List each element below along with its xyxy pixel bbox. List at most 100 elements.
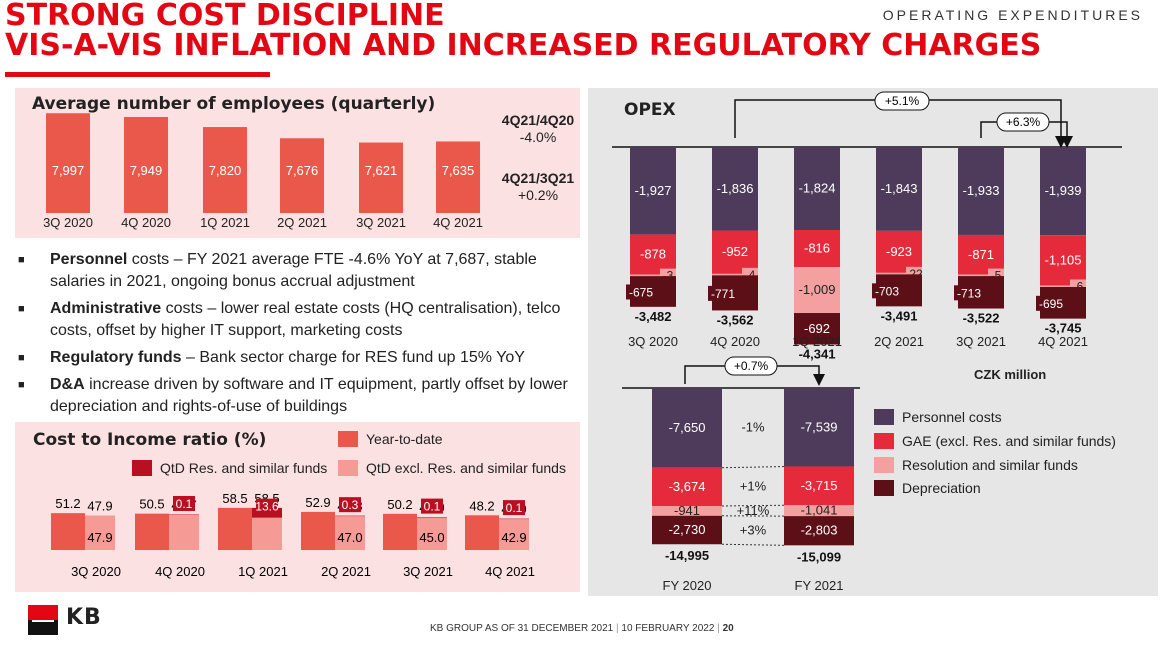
cir-tick-label: 4Q 2020 [155, 564, 205, 579]
opex-segment-label: -816 [804, 241, 830, 256]
cir-qtd-res-label: 13.6 [255, 500, 279, 514]
opex-arrow-full-label: +5.1% [885, 94, 920, 108]
opex-segment-label: -1,843 [881, 181, 918, 196]
opex-segment-resolution [1040, 285, 1086, 288]
cir-qtd-excl-bar [169, 515, 199, 550]
bullet-bold: Administrative [50, 300, 162, 317]
employees-tick-label: 1Q 2021 [200, 215, 250, 230]
employees-bar-label: 7,949 [130, 163, 163, 178]
fy-change-label: -1% [741, 420, 765, 435]
cir-qtd-res-label-bg [173, 496, 195, 512]
opex-segment-resolution [876, 272, 922, 275]
employees-tick-label: 2Q 2021 [277, 215, 327, 230]
opex-total-label: -3,745 [1045, 321, 1082, 336]
employees-bar-label: 7,997 [52, 163, 85, 178]
fy-arrow-label: +0.7% [734, 359, 769, 373]
bullet-text: increase driven by software and IT equip… [50, 376, 568, 415]
cir-qtd-res-label: 0.1 [424, 500, 441, 514]
employees-bar-label: 7,621 [365, 163, 398, 178]
fy-segment-personnel [784, 388, 854, 467]
opex-legend-resolution: Resolution and similar funds [874, 457, 1078, 473]
opex-segment-label: -1,105 [1045, 252, 1082, 267]
cir-legend-qtd-res: QtD Res. and similar funds [132, 460, 327, 476]
cir-qtd-excl-bar [499, 519, 529, 550]
employees-bar [124, 116, 168, 213]
opex-segment-label: -923 [886, 244, 912, 259]
legend-label: Personnel costs [902, 409, 1002, 425]
legend-swatch [338, 431, 358, 447]
opex-chart: -1,927 -878 -3 -675 -3,482 3Q 2020 -1,836 -952 -… [612, 91, 1122, 593]
cir-qtd-excl-label: 47.0 [337, 530, 362, 545]
employees-qoq-value: +0.2% [517, 187, 559, 203]
fy-change-label: +1% [740, 478, 767, 493]
fy-segment-depreciation [784, 516, 854, 546]
legend-swatch [874, 457, 894, 473]
opex-segment-gae [630, 234, 676, 275]
opex-arrow-q-label: +6.3% [1006, 115, 1041, 129]
cir-panel [15, 422, 580, 592]
opex-segment-label: -1,836 [717, 181, 754, 196]
cir-qtd-excl-label: 42.9 [501, 530, 526, 545]
fy-segment-gae [784, 466, 854, 506]
employees-title: Average number of employees (quarterly) [32, 94, 436, 114]
cir-ytd-bar [465, 515, 499, 550]
bullet-da: D&A increase driven by software and IT e… [18, 374, 578, 418]
opex-segment-personnel [630, 147, 676, 235]
employees-yoy-value: -4.0% [519, 129, 557, 145]
fy-change-label: +3% [740, 522, 767, 537]
cir-qtd-res-bar [169, 514, 199, 516]
section-label: OPERATING EXPENDITURES [882, 7, 1143, 23]
bullet-text: costs – FY 2021 average FTE -4.6% YoY at… [50, 251, 537, 290]
opex-segment-resolution [794, 267, 840, 314]
opex-segment-label: -1,933 [963, 183, 1000, 198]
fy-segment-personnel [652, 388, 722, 468]
opex-segment-label: -695 [1039, 297, 1063, 311]
cir-qtd-excl-bar [417, 517, 447, 550]
bullet-bold: Regulatory funds [50, 349, 182, 366]
employees-yoy-label: 4Q21/4Q20 [501, 112, 575, 128]
opex-dep-label-bg [708, 285, 738, 301]
opex-segment-label: -1,927 [635, 183, 672, 198]
opex-segment-label: -871 [968, 247, 994, 262]
bullet-text: – Bank sector charge for RES fund up 15%… [181, 349, 525, 366]
logo-red [28, 605, 58, 620]
cir-ytd-bar [51, 513, 85, 550]
employees-bar [46, 113, 90, 213]
cir-ytd-label: 58.5 [222, 491, 247, 506]
opex-segment-gae [1040, 235, 1086, 286]
cir-qtd-res-bar [499, 518, 529, 520]
cir-title: Cost to Income ratio (%) [33, 430, 267, 450]
opex-legend-depreciation: Depreciation [874, 480, 981, 496]
bullet-text: costs – lower real estate costs (HQ cent… [50, 300, 561, 339]
opex-segment-label: -675 [629, 285, 653, 299]
opex-segment-label: -713 [957, 286, 981, 300]
opex-segment-gae [712, 230, 758, 274]
legend-label: Year-to-date [366, 431, 443, 447]
legend-label: QtD Res. and similar funds [160, 460, 328, 476]
opex-dep-label-bg [626, 284, 656, 300]
employees-tick-label: 3Q 2021 [356, 215, 406, 230]
employees-bar [436, 141, 480, 213]
title-line-2: VIS-A-VIS INFLATION AND INCREASED REGULA… [5, 28, 1042, 63]
fy-tick-label: FY 2020 [663, 578, 712, 593]
cir-legend-ytd: Year-to-date [338, 431, 443, 447]
fy-segment-gae [652, 467, 722, 506]
fy-segment-resolution [784, 505, 854, 517]
fy-total-label: -15,099 [797, 549, 841, 564]
employees-bar [280, 138, 324, 213]
fy-arrow-bubble [724, 356, 778, 376]
fy-segment-resolution [652, 505, 722, 516]
opex-segment-label: -771 [711, 287, 735, 301]
employees-qoq-label: 4Q21/3Q21 [501, 170, 575, 186]
employees-chart: 7,997 3Q 2020 7,949 4Q 2020 7,820 1Q 2021 7,67… [43, 113, 483, 230]
employees-yoy: 4Q21/4Q20 -4.0% [496, 112, 580, 146]
opex-dep-label-bg [872, 283, 902, 299]
fy-segment-label: -1,041 [801, 503, 838, 518]
footer-left: KB GROUP AS OF 31 DECEMBER 2021 [430, 623, 614, 634]
legend-swatch [132, 460, 152, 476]
cir-ytd-label: 52.9 [305, 495, 330, 510]
bullet-bold: D&A [50, 376, 85, 393]
legend-swatch [874, 480, 894, 496]
opex-segment-label: -4 [745, 268, 756, 282]
